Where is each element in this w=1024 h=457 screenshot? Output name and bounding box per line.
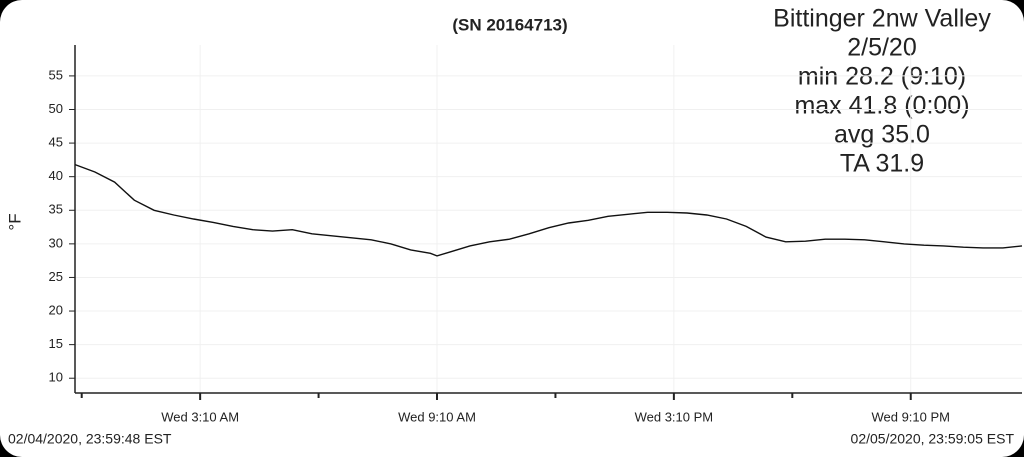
annotation: avg 35.0 xyxy=(834,121,930,149)
end-label: 02/05/2020, 23:59:05 EST xyxy=(851,431,1015,447)
x-tick-label: Wed 3:10 AM xyxy=(161,409,239,424)
y-tick-label: 35 xyxy=(49,202,63,217)
annotation: 2/5/20 xyxy=(847,34,917,62)
y-tick-label: 50 xyxy=(49,101,63,116)
y-tick-label: 25 xyxy=(49,269,63,284)
y-tick-label: 20 xyxy=(49,302,63,317)
y-tick-label: 15 xyxy=(49,336,63,351)
y-tick-label: 30 xyxy=(49,235,63,250)
y-tick-label: 40 xyxy=(49,168,63,183)
x-tick-label: Wed 9:10 PM xyxy=(871,409,950,424)
y-axis-label: °F xyxy=(5,213,24,230)
x-tick-label: Wed 9:10 AM xyxy=(398,409,476,424)
y-tick-label: 10 xyxy=(49,370,63,385)
line xyxy=(74,163,1023,257)
y-tick-label: 45 xyxy=(49,135,63,150)
annotation: max 41.8 (0:00) xyxy=(794,92,969,120)
chart-title: (SN 20164713) xyxy=(452,15,567,34)
annotation: TA 31.9 xyxy=(840,150,924,178)
start-label: 02/04/2020, 23:59:48 EST xyxy=(8,431,172,447)
x-tick-label: Wed 3:10 PM xyxy=(635,409,714,424)
annotation: Bittinger 2nw Valley xyxy=(773,5,991,33)
y-tick-label: 55 xyxy=(49,67,63,82)
annotation: min 28.2 (9:10) xyxy=(798,63,966,91)
